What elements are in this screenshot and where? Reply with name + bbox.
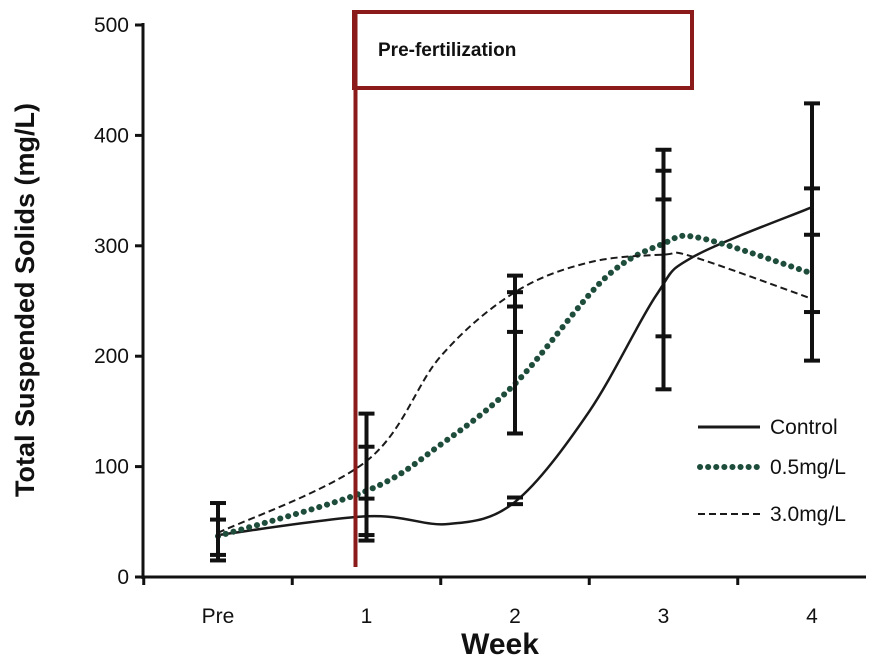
- annotation-label: Pre-fertilization: [378, 40, 516, 61]
- y-tick-label-100: 100: [94, 456, 129, 479]
- x-tick-label-3: 3: [658, 605, 670, 628]
- y-tick-label-500: 500: [94, 14, 129, 37]
- y-tick-label-300: 300: [94, 235, 129, 258]
- legend: Control 0.5mg/L 3.0mg/L: [697, 416, 846, 526]
- x-tick-label-2: 2: [509, 605, 521, 628]
- x-tick-label-Pre: Pre: [202, 605, 235, 628]
- x-tick-label-1: 1: [361, 605, 373, 628]
- legend-label-control: Control: [770, 416, 838, 439]
- legend-label-0-5: 0.5mg/L: [770, 456, 846, 479]
- y-tick-label-200: 200: [94, 345, 129, 368]
- annotation-box: Pre-fertilization: [352, 10, 694, 90]
- annotation-rect: [352, 10, 694, 90]
- y-tick-label-0: 0: [117, 566, 129, 589]
- plot-area: 0 100 200 300 400 500 Pre 1 2 3 4: [94, 12, 866, 628]
- legend-label-3-0: 3.0mg/L: [770, 503, 846, 526]
- x-tick-label-4: 4: [806, 605, 818, 628]
- y-tick-label-400: 400: [94, 124, 129, 147]
- y-axis-title: Total Suspended Solids (mg/L): [10, 103, 40, 497]
- x-axis-title: Week: [461, 628, 539, 661]
